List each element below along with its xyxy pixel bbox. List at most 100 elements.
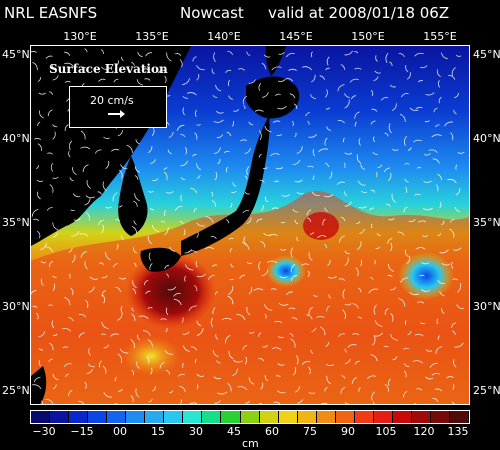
current-vector xyxy=(448,74,456,80)
current-vector xyxy=(101,224,104,234)
current-vector xyxy=(194,358,198,364)
current-vector xyxy=(292,367,297,376)
current-vector xyxy=(117,130,123,137)
current-vector xyxy=(204,247,215,250)
current-vector xyxy=(451,322,457,328)
current-vector xyxy=(404,320,407,326)
current-vector xyxy=(85,299,89,308)
current-vector xyxy=(196,123,201,126)
current-vector xyxy=(130,395,134,403)
colorbar-swatch xyxy=(259,411,279,423)
current-vector xyxy=(196,384,199,390)
current-vector xyxy=(270,288,277,291)
current-vector xyxy=(264,125,272,133)
current-vector xyxy=(272,347,282,351)
current-vector xyxy=(338,278,346,281)
current-vector xyxy=(193,207,197,213)
current-vector xyxy=(112,263,118,268)
current-vector xyxy=(344,50,354,56)
current-vector xyxy=(294,179,303,183)
current-vector xyxy=(301,263,309,266)
current-vector xyxy=(80,130,86,140)
current-vector xyxy=(295,355,299,365)
current-vector xyxy=(228,237,234,240)
current-vector xyxy=(456,304,464,310)
current-vector xyxy=(71,254,76,263)
current-vector xyxy=(341,375,346,379)
colorbar-swatch xyxy=(240,411,260,423)
current-vector xyxy=(310,349,314,354)
current-vector xyxy=(421,262,430,265)
current-vector xyxy=(308,252,313,261)
current-vector xyxy=(263,54,271,58)
current-vector xyxy=(31,51,37,53)
current-vector xyxy=(358,205,367,209)
current-vector xyxy=(436,69,441,78)
current-vector xyxy=(45,55,53,59)
current-vector xyxy=(52,222,59,231)
current-vector xyxy=(52,176,59,179)
current-vector xyxy=(52,75,59,81)
current-vector xyxy=(88,286,95,293)
current-vector xyxy=(84,261,88,270)
current-vector xyxy=(371,223,373,229)
current-vector xyxy=(100,333,107,336)
current-vector xyxy=(414,333,424,337)
current-vector xyxy=(49,342,54,351)
colorbar-tick: 105 xyxy=(375,425,397,438)
current-vector xyxy=(98,219,104,226)
current-vector xyxy=(101,322,109,330)
lat-label-45-right: 45°N xyxy=(473,48,500,61)
cold-eddy xyxy=(398,252,454,300)
current-vector xyxy=(82,164,89,173)
current-vector xyxy=(166,52,172,62)
current-vector xyxy=(196,273,206,278)
current-vector xyxy=(32,305,38,309)
current-vector xyxy=(142,330,151,336)
current-vector xyxy=(308,391,316,394)
current-vector xyxy=(327,276,337,279)
current-vector xyxy=(278,52,285,55)
current-vector xyxy=(94,149,102,154)
current-vector xyxy=(433,107,438,113)
current-vector xyxy=(361,190,367,193)
current-vector xyxy=(441,52,448,60)
current-vector xyxy=(309,231,315,235)
current-vector xyxy=(101,275,108,279)
current-vector xyxy=(425,376,434,380)
current-vector xyxy=(347,344,357,348)
current-vector xyxy=(388,123,392,134)
current-vector xyxy=(437,335,441,341)
current-vector xyxy=(225,166,229,173)
current-vector xyxy=(274,320,282,324)
current-vector xyxy=(184,275,187,282)
current-vector xyxy=(192,56,197,62)
current-vector xyxy=(49,184,54,193)
current-vector xyxy=(337,84,345,92)
cold-eddy-2 xyxy=(266,255,306,287)
current-vector xyxy=(455,164,458,170)
current-vector xyxy=(387,237,393,244)
current-vector xyxy=(47,109,53,117)
current-vector xyxy=(173,292,181,297)
warm-eddy-small xyxy=(303,212,339,240)
current-vector xyxy=(323,244,328,249)
current-vector xyxy=(293,103,298,110)
current-vector xyxy=(310,74,316,83)
current-vector xyxy=(357,180,366,186)
current-vector xyxy=(328,294,332,299)
current-vector xyxy=(352,303,359,309)
current-vector xyxy=(289,93,296,99)
current-vector xyxy=(84,48,88,53)
colorbar-swatch xyxy=(450,411,470,423)
current-vector xyxy=(296,191,304,195)
current-vector xyxy=(49,91,53,95)
lat-label-30-right: 30°N xyxy=(473,300,500,313)
current-vector xyxy=(424,120,430,123)
current-vector xyxy=(86,180,91,189)
current-vector xyxy=(240,139,248,142)
current-vector xyxy=(68,247,73,253)
current-vector xyxy=(152,178,159,182)
current-vector xyxy=(441,220,445,226)
current-vector xyxy=(194,284,198,292)
